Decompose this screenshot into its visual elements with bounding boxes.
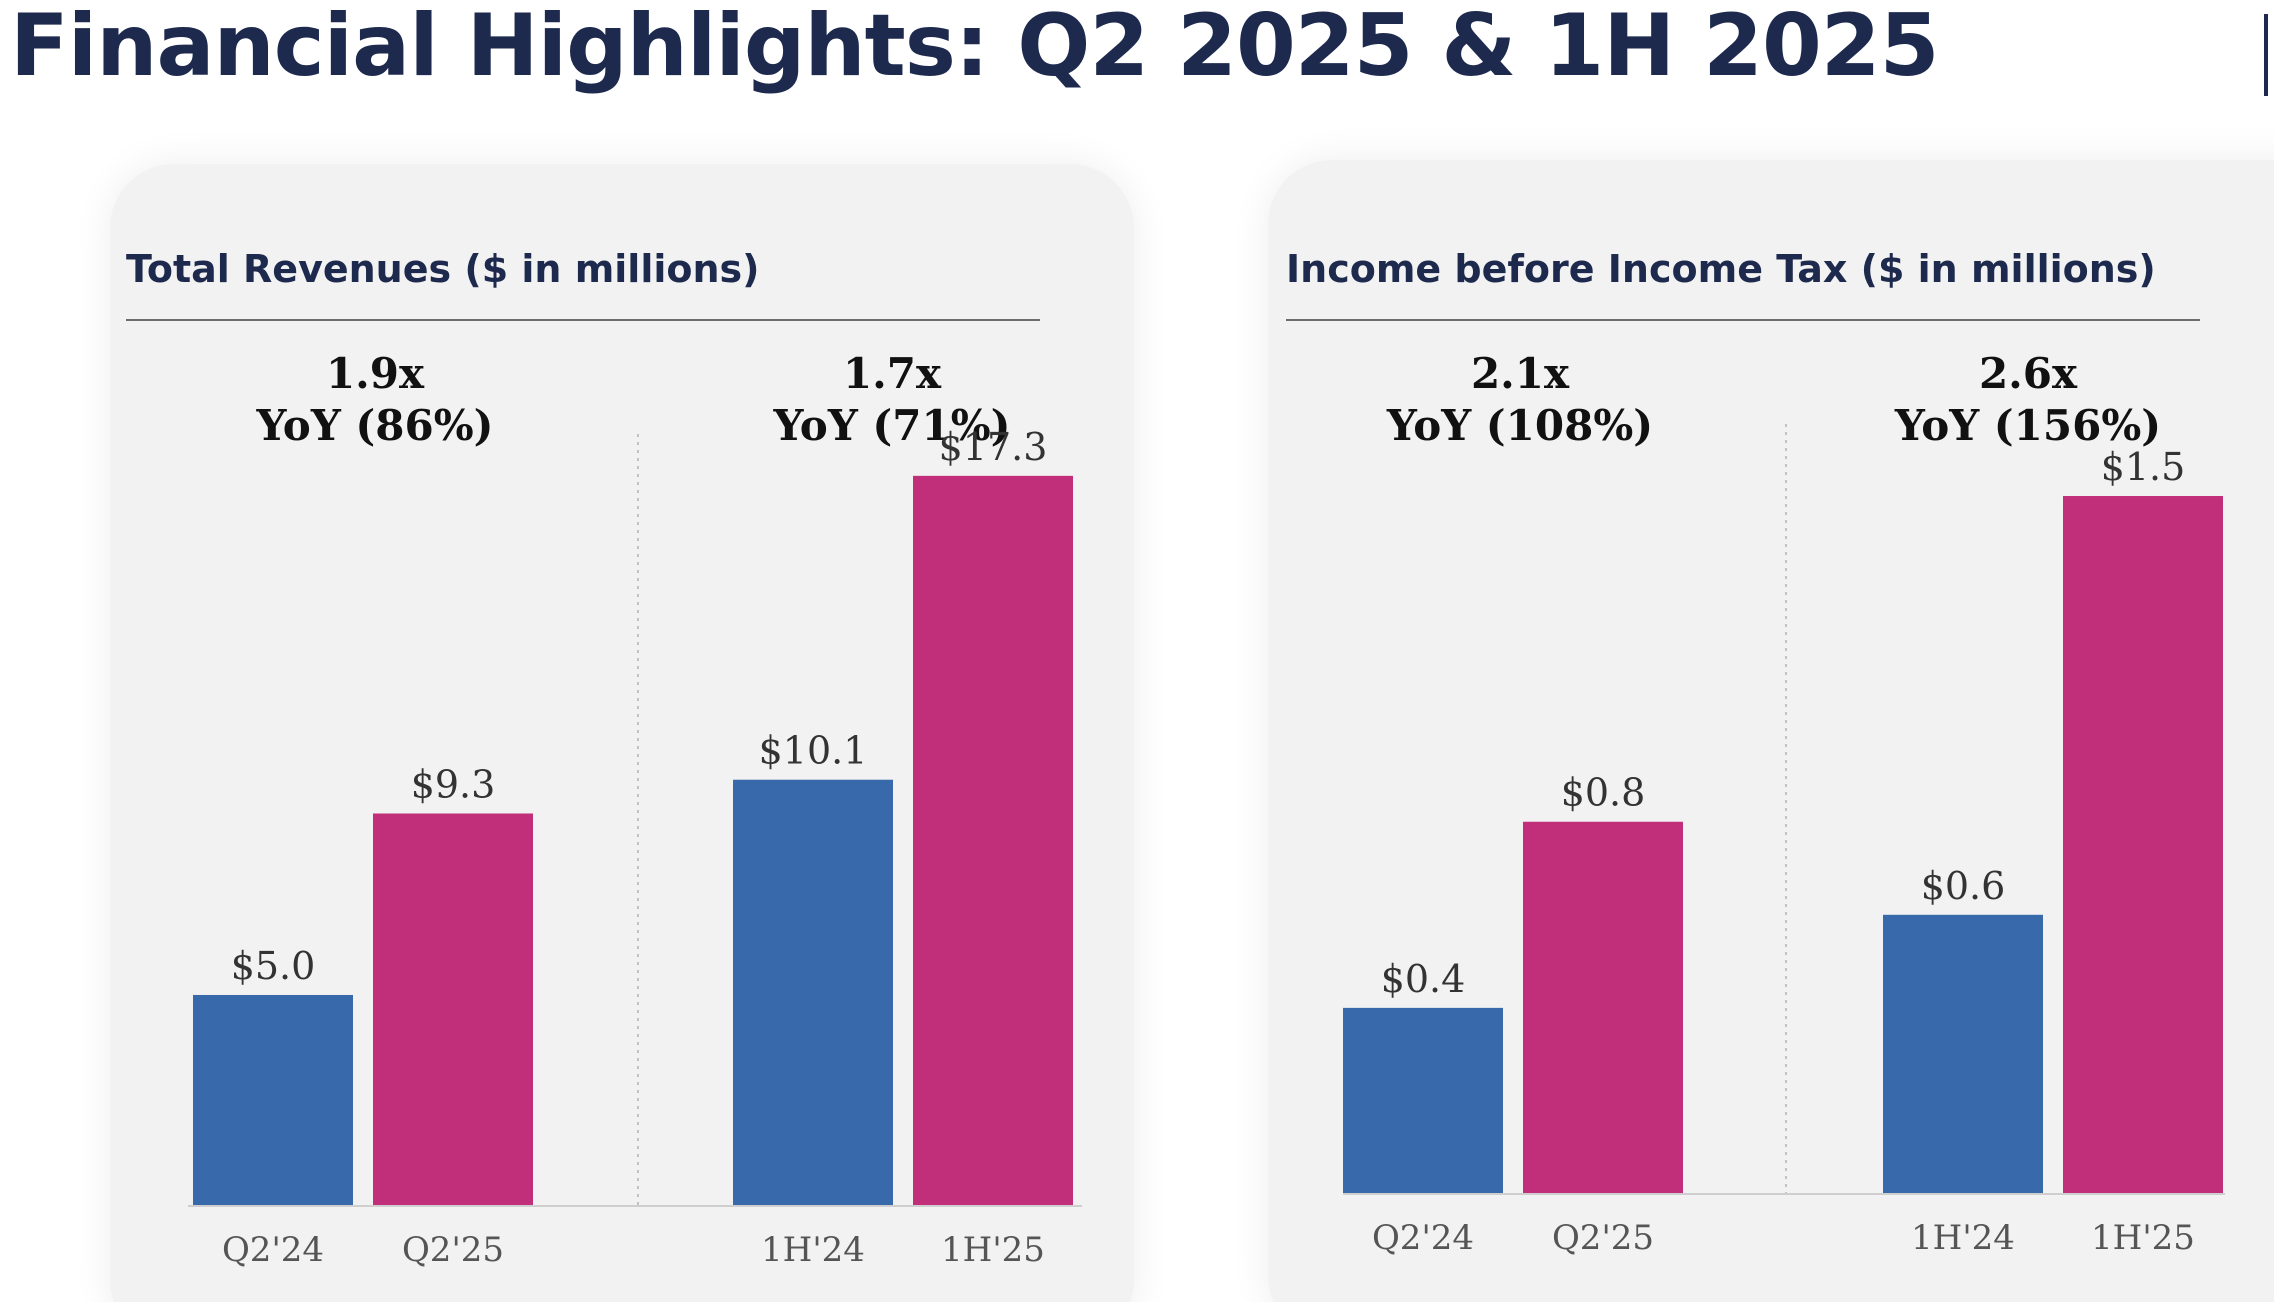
bar-value-label: $0.4	[1381, 957, 1466, 1001]
x-tick-label: Q2'24	[222, 1230, 324, 1270]
bar-value-label: $17.3	[939, 425, 1048, 469]
bar-value-label: $0.6	[1921, 864, 2006, 908]
chart-title: Income before Income Tax ($ in millions)	[1286, 247, 2156, 291]
bar-1h25	[913, 475, 1073, 1206]
x-tick-label: 1H'25	[2091, 1218, 2195, 1258]
x-tick-label: 1H'24	[761, 1230, 865, 1270]
bar-value-label: $5.0	[231, 944, 316, 988]
bar-value-label: $0.8	[1561, 771, 1646, 815]
income-before-tax-chart: Income before Income Tax ($ in millions)…	[1286, 247, 2225, 1258]
growth-multiple-label: 1.7x	[843, 349, 942, 398]
bar-q225	[1523, 821, 1683, 1194]
income-before-tax-panel: Income before Income Tax ($ in millions)…	[1268, 160, 2274, 1302]
bar-1h24	[1883, 914, 2043, 1194]
slide-edge-divider	[2264, 14, 2268, 96]
bar-value-label: $9.3	[411, 762, 496, 806]
bar-value-label: $1.5	[2101, 445, 2186, 489]
growth-yoy-label: YoY (86%)	[255, 401, 493, 450]
bar-value-label: $10.1	[759, 729, 868, 773]
bar-1h24	[733, 779, 893, 1206]
x-tick-label: Q2'25	[1552, 1218, 1654, 1258]
growth-yoy-label: YoY (71%)	[772, 401, 1010, 450]
growth-yoy-label: YoY (156%)	[1894, 401, 2161, 450]
growth-multiple-label: 2.6x	[1979, 349, 2078, 398]
x-tick-label: 1H'25	[941, 1230, 1045, 1270]
x-tick-label: 1H'24	[1911, 1218, 2015, 1258]
growth-yoy-label: YoY (108%)	[1386, 401, 1653, 450]
bar-1h25	[2063, 496, 2223, 1194]
bar-q225	[373, 813, 533, 1206]
growth-multiple-label: 2.1x	[1471, 349, 1570, 398]
page-title: Financial Highlights: Q2 2025 & 1H 2025	[10, 0, 1939, 96]
bar-q224	[193, 994, 353, 1206]
growth-multiple-label: 1.9x	[326, 349, 425, 398]
x-tick-label: Q2'25	[402, 1230, 504, 1270]
total-revenues-panel: Total Revenues ($ in millions) 1.9x YoY (8…	[110, 164, 1134, 1302]
x-tick-label: Q2'24	[1372, 1218, 1474, 1258]
chart-title: Total Revenues ($ in millions)	[126, 247, 760, 291]
bar-q224	[1343, 1007, 1503, 1194]
